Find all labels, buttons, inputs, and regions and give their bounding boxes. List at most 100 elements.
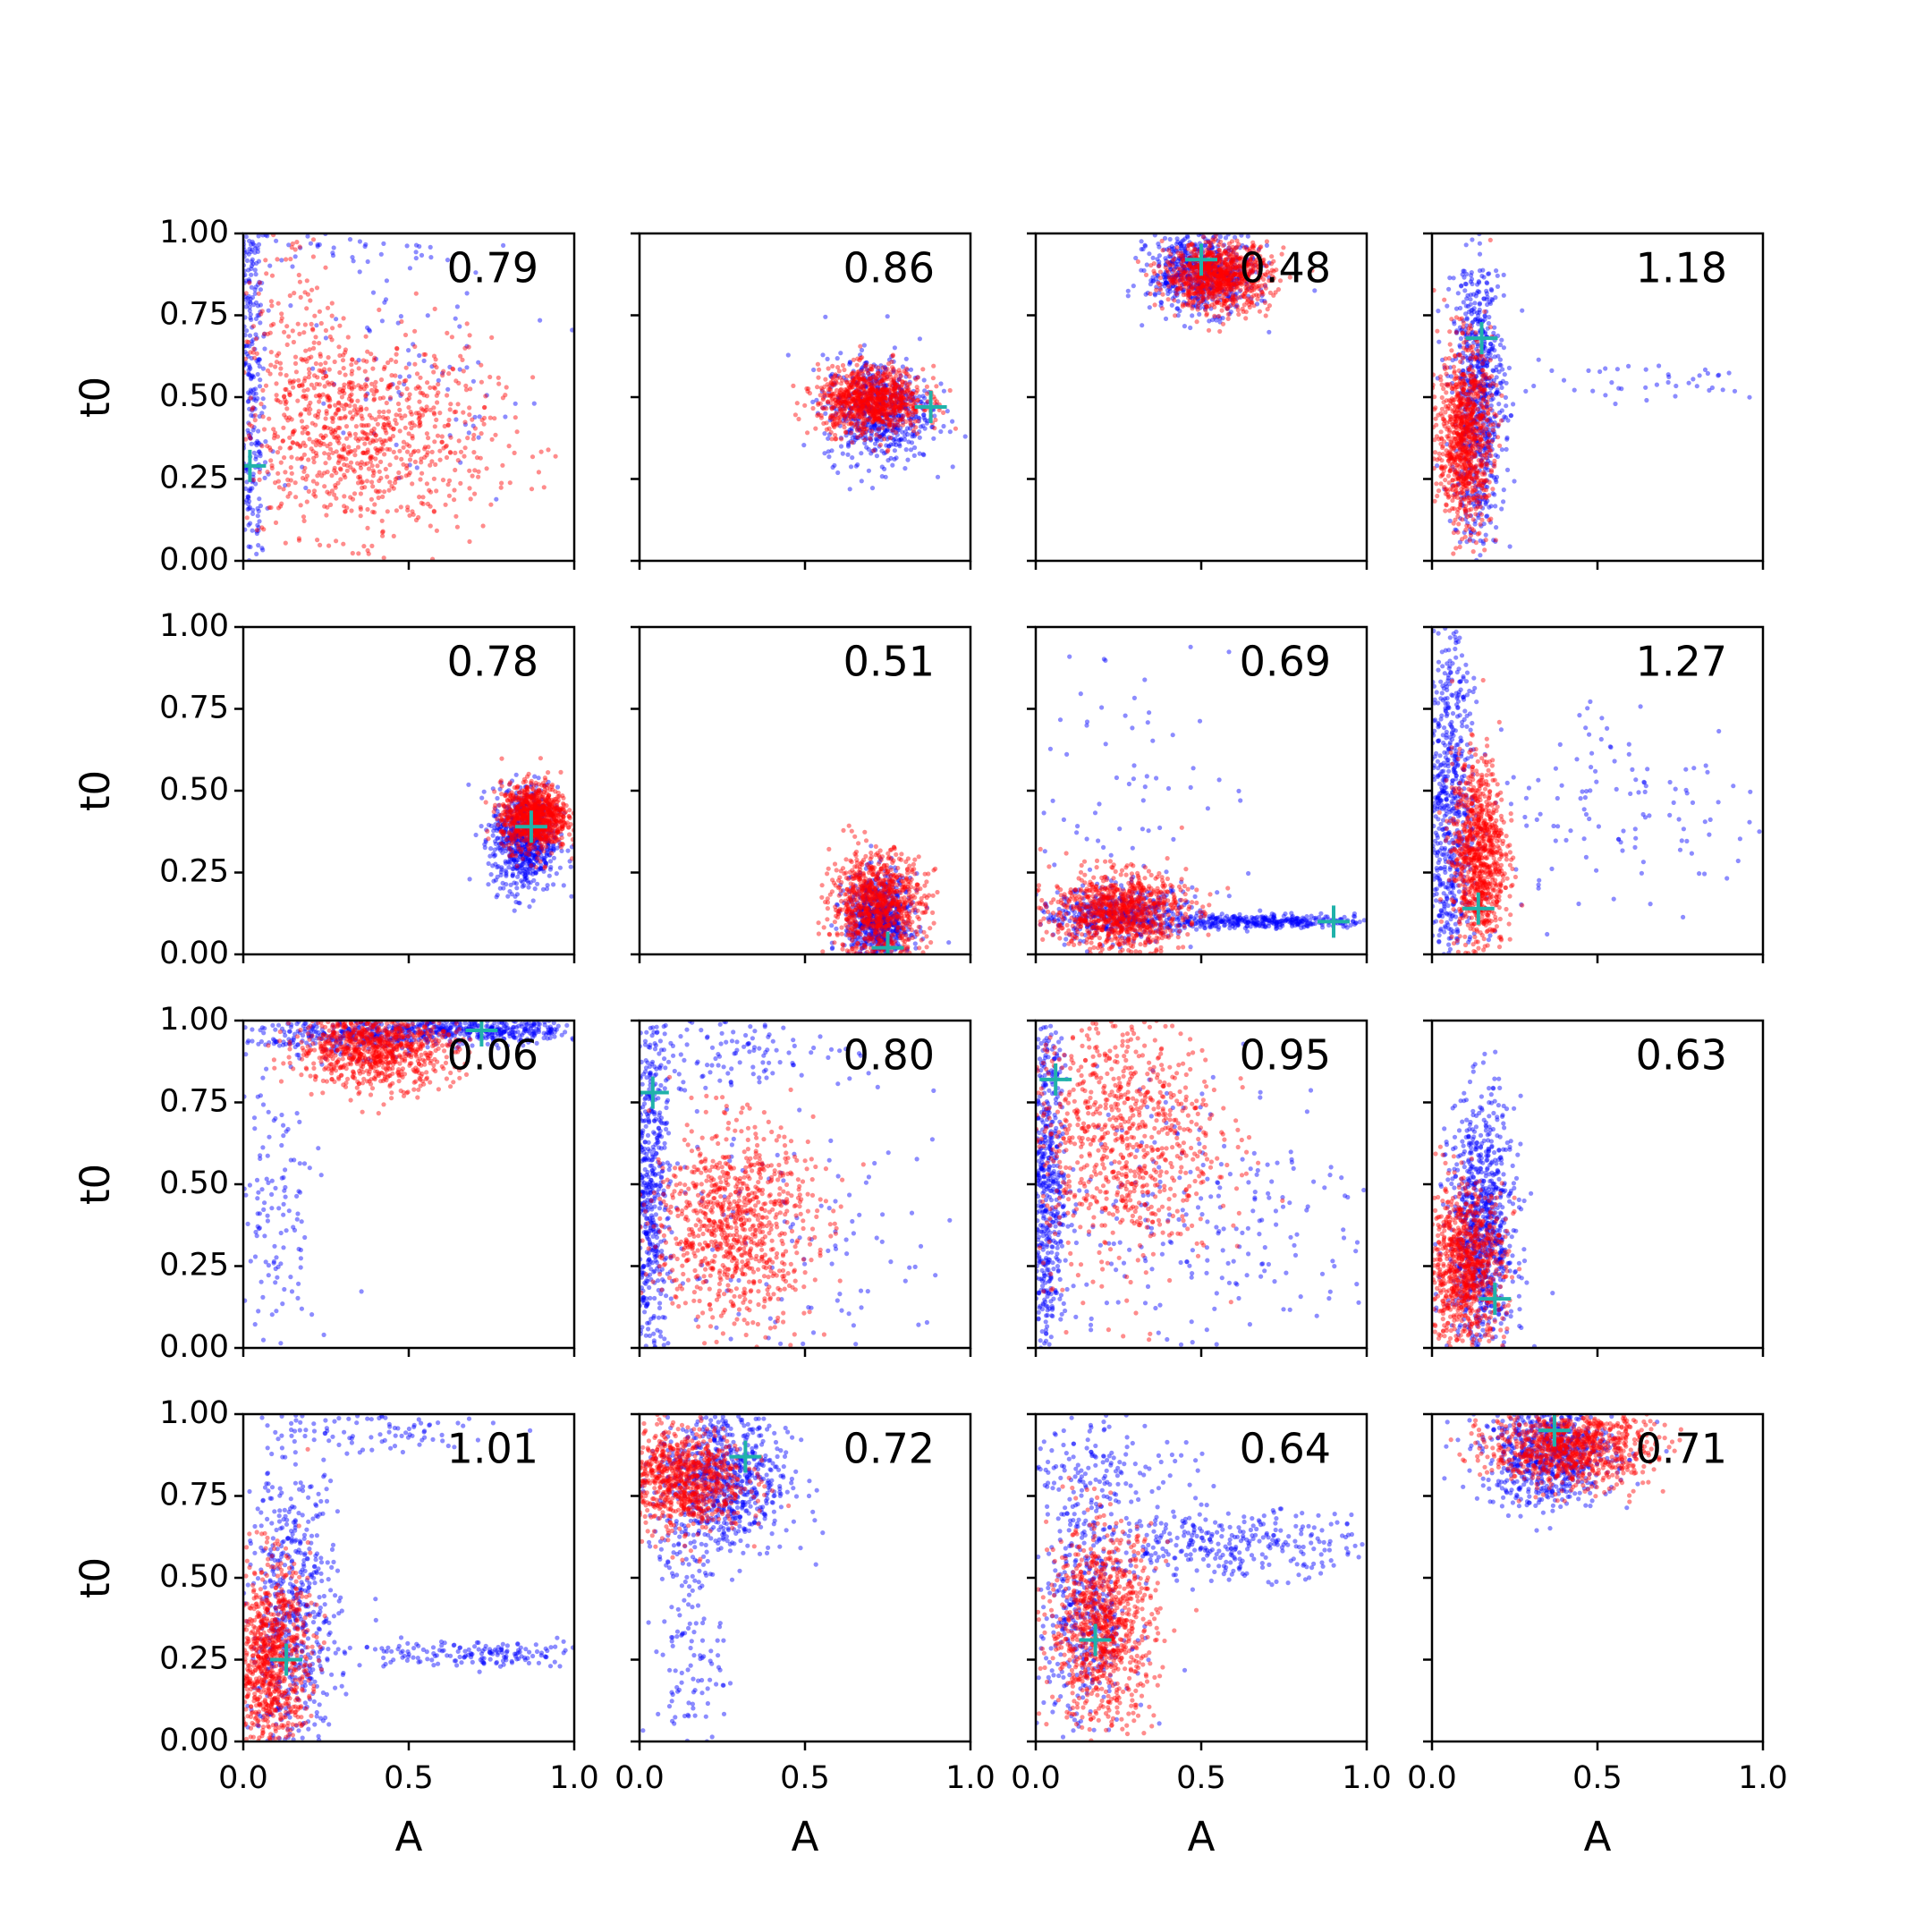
red-sample-point bbox=[1212, 269, 1217, 275]
blue-sample-point bbox=[882, 383, 887, 388]
red-sample-point bbox=[307, 411, 312, 416]
red-sample-point bbox=[1229, 287, 1234, 292]
blue-sample-point bbox=[1185, 253, 1191, 258]
blue-sample-point bbox=[860, 372, 866, 377]
blue-sample-point bbox=[819, 388, 825, 394]
red-sample-point bbox=[875, 391, 881, 396]
red-sample-point bbox=[338, 467, 343, 472]
blue-sample-point bbox=[1250, 255, 1256, 260]
blue-sample-point bbox=[1182, 252, 1188, 258]
red-sample-point bbox=[303, 394, 309, 399]
blue-sample-point bbox=[243, 343, 249, 349]
red-sample-point bbox=[911, 402, 916, 409]
blue-sample-point bbox=[1475, 419, 1480, 424]
blue-sample-point bbox=[383, 297, 389, 302]
blue-sample-point bbox=[898, 405, 904, 411]
red-sample-point bbox=[307, 347, 312, 352]
blue-sample-point bbox=[838, 351, 843, 356]
red-sample-point bbox=[405, 507, 411, 513]
blue-sample-point bbox=[1468, 428, 1473, 433]
blue-sample-point bbox=[900, 364, 906, 369]
blue-sample-point bbox=[1125, 288, 1131, 293]
red-sample-point bbox=[1210, 252, 1216, 258]
red-sample-point bbox=[341, 352, 346, 358]
blue-sample-point bbox=[1483, 330, 1488, 335]
blue-sample-point bbox=[854, 380, 860, 386]
red-sample-point bbox=[1221, 277, 1226, 283]
panel-points-1 bbox=[243, 233, 574, 561]
red-sample-point bbox=[355, 438, 361, 444]
blue-sample-point bbox=[1168, 267, 1174, 272]
red-sample-point bbox=[1270, 274, 1275, 279]
red-sample-point bbox=[899, 399, 904, 404]
blue-sample-point bbox=[896, 377, 902, 382]
red-sample-point bbox=[1222, 249, 1227, 254]
blue-sample-point bbox=[1141, 267, 1147, 274]
red-sample-point bbox=[861, 425, 867, 430]
red-sample-point bbox=[334, 496, 339, 501]
red-sample-point bbox=[845, 388, 851, 394]
blue-sample-point bbox=[243, 304, 249, 309]
blue-sample-point bbox=[1472, 301, 1478, 306]
blue-sample-point bbox=[1487, 416, 1493, 421]
blue-sample-point bbox=[882, 466, 887, 472]
blue-sample-point bbox=[884, 421, 889, 428]
red-sample-point bbox=[334, 538, 339, 544]
red-sample-point bbox=[1193, 280, 1199, 285]
blue-sample-point bbox=[247, 372, 252, 377]
blue-sample-point bbox=[1485, 498, 1490, 504]
red-sample-point bbox=[838, 408, 843, 414]
blue-sample-point bbox=[1450, 483, 1455, 488]
red-sample-point bbox=[1165, 297, 1171, 302]
blue-sample-point bbox=[1162, 275, 1167, 280]
blue-sample-point bbox=[885, 314, 890, 319]
blue-sample-point bbox=[865, 419, 870, 425]
blue-sample-point bbox=[1466, 380, 1471, 386]
red-sample-point bbox=[1180, 256, 1185, 262]
red-sample-point bbox=[840, 412, 845, 418]
blue-sample-point bbox=[365, 258, 370, 265]
blue-sample-point bbox=[1463, 303, 1469, 309]
red-sample-point bbox=[892, 399, 897, 404]
red-sample-point bbox=[830, 363, 835, 369]
red-sample-point bbox=[433, 357, 438, 362]
blue-sample-point bbox=[884, 443, 889, 448]
blue-sample-point bbox=[888, 428, 894, 434]
red-sample-point bbox=[1189, 242, 1194, 247]
red-sample-point bbox=[1222, 277, 1227, 283]
red-sample-point bbox=[841, 393, 847, 398]
blue-sample-point bbox=[1178, 285, 1184, 291]
blue-sample-point bbox=[252, 291, 258, 296]
blue-sample-point bbox=[880, 398, 886, 403]
red-sample-point bbox=[387, 394, 394, 401]
blue-sample-point bbox=[1230, 269, 1235, 275]
blue-sample-point bbox=[860, 421, 866, 427]
red-sample-point bbox=[877, 408, 883, 413]
blue-sample-point bbox=[1203, 304, 1209, 309]
red-sample-point bbox=[500, 462, 505, 468]
red-sample-point bbox=[836, 397, 843, 402]
red-sample-point bbox=[1268, 261, 1275, 267]
red-sample-point bbox=[865, 405, 871, 411]
blue-sample-point bbox=[257, 313, 262, 318]
red-sample-point bbox=[391, 426, 396, 431]
red-sample-point bbox=[1238, 267, 1243, 272]
blue-sample-point bbox=[1195, 265, 1200, 270]
blue-sample-point bbox=[1469, 530, 1474, 536]
blue-sample-point bbox=[247, 278, 252, 284]
red-sample-point bbox=[378, 446, 384, 452]
red-sample-point bbox=[320, 369, 326, 375]
blue-sample-point bbox=[252, 267, 258, 273]
red-sample-point bbox=[462, 445, 468, 451]
red-sample-point bbox=[318, 443, 323, 448]
blue-sample-point bbox=[1167, 259, 1173, 265]
red-sample-point bbox=[885, 416, 890, 421]
red-sample-point bbox=[1212, 263, 1217, 269]
blue-sample-point bbox=[853, 398, 859, 403]
blue-sample-point bbox=[1481, 480, 1487, 486]
blue-sample-point bbox=[847, 360, 852, 365]
red-sample-point bbox=[1251, 265, 1257, 270]
blue-sample-point bbox=[860, 390, 866, 395]
blue-sample-point bbox=[1163, 275, 1168, 280]
red-sample-point bbox=[1215, 287, 1220, 292]
